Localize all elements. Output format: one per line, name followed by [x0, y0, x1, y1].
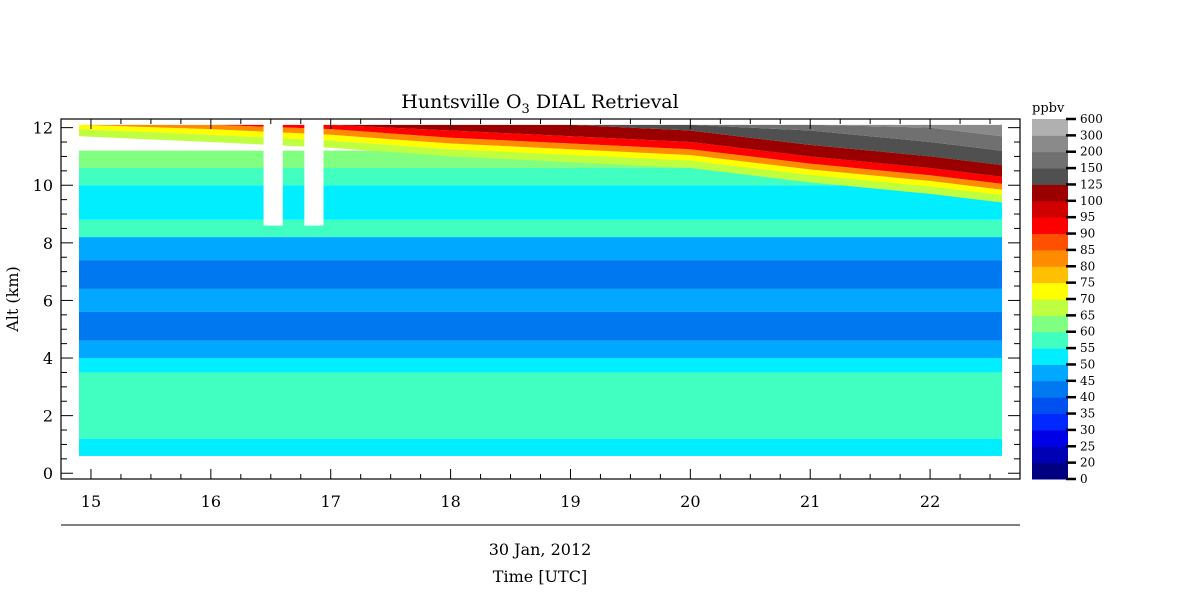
- tropopause-band-3: [79, 124, 1002, 184]
- altitude-layer-1: [78, 407, 1003, 439]
- colorbar-swatch-70: [1032, 282, 1068, 300]
- y-axis: 0 2 4 6 8 10 12: [33, 119, 1020, 483]
- colorbar-swatch-95: [1032, 200, 1068, 218]
- altitude-layer-7: [78, 260, 1003, 289]
- altitude-layer-6: [78, 288, 1003, 312]
- colorbar-label-150: 150: [1080, 161, 1103, 175]
- colorbar-label-65: 65: [1080, 308, 1095, 322]
- colorbar-swatch-100: [1032, 184, 1068, 202]
- colorbar-label-55: 55: [1080, 341, 1095, 355]
- colorbar-swatch-90: [1032, 217, 1068, 235]
- x-tick-label-20: 20: [680, 492, 700, 511]
- tropopause-band-5: [79, 124, 1002, 166]
- colorbar-swatch-50: [1032, 348, 1068, 365]
- colorbar-swatch-65: [1032, 299, 1068, 316]
- x-tick-label-21: 21: [800, 492, 820, 511]
- colorbar-label-0: 0: [1080, 472, 1088, 486]
- colorbar-swatch-25: [1032, 429, 1068, 447]
- data-gap-0: [263, 119, 283, 226]
- y-tick-label-2: 2: [43, 407, 53, 426]
- colorbar-label-85: 85: [1080, 243, 1095, 257]
- y-tick-label-12: 12: [33, 119, 53, 138]
- colorbar-label-125: 125: [1080, 177, 1103, 191]
- x-axis-label: Time [UTC]: [493, 567, 587, 586]
- colorbar-label-50: 50: [1080, 357, 1095, 371]
- x-tick-label-22: 22: [920, 492, 940, 511]
- colorbar-label-70: 70: [1080, 292, 1095, 306]
- colorbar: 0 20 25 30 35 40 45 50 55 60 65 70 75 80 85 90 95 100 125 1…: [1032, 112, 1103, 486]
- chart-title: Huntsville O3 DIAL Retrieval: [401, 91, 678, 117]
- altitude-layer-10: [78, 185, 1003, 220]
- y-axis-label: Alt (km): [3, 266, 22, 333]
- colorbar-label-300: 300: [1080, 128, 1103, 142]
- colorbar-label-600: 600: [1080, 112, 1103, 126]
- x-tick-label-15: 15: [81, 492, 101, 511]
- y-tick-label-6: 6: [43, 291, 53, 310]
- colorbar-swatch-150: [1032, 151, 1068, 169]
- colorbar-swatch-125: [1032, 168, 1068, 185]
- chart-title-subscript: 3: [522, 102, 530, 117]
- altitude-layer-4: [78, 340, 1003, 359]
- y-tick-label-4: 4: [43, 349, 53, 368]
- data-gap-1: [304, 119, 324, 226]
- chart-title-rest: DIAL Retrieval: [530, 91, 679, 113]
- x-axis: 15 16 17 18 19 20 21 22: [81, 119, 991, 511]
- y-tick-label-8: 8: [43, 234, 53, 253]
- altitude-layer-2: [78, 372, 1003, 407]
- colorbar-label-40: 40: [1080, 390, 1095, 404]
- tropopause-band-7: [79, 124, 1002, 137]
- colorbar-swatch-20: [1032, 446, 1068, 464]
- y-tick-label-0: 0: [43, 464, 53, 483]
- x-tick-label-18: 18: [440, 492, 460, 511]
- altitude-layer-5: [78, 311, 1003, 341]
- altitude-layer-3: [78, 358, 1003, 373]
- colorbar-label-35: 35: [1080, 407, 1095, 421]
- altitude-layer-0: [78, 438, 1003, 456]
- altitude-layer-9: [78, 219, 1003, 238]
- tropopause-band-0: [79, 129, 1002, 203]
- colorbar-swatch-300: [1032, 119, 1068, 136]
- colorbar-label-80: 80: [1080, 259, 1095, 273]
- colorbar-swatch-60: [1032, 315, 1068, 333]
- x-tick-label-17: 17: [321, 492, 341, 511]
- colorbar-label-60: 60: [1080, 325, 1095, 339]
- x-tick-label-19: 19: [560, 492, 580, 511]
- colorbar-label-30: 30: [1080, 423, 1095, 437]
- y-tick-label-10: 10: [33, 176, 53, 195]
- colorbar-label-45: 45: [1080, 374, 1095, 388]
- colorbar-swatch-35: [1032, 397, 1068, 415]
- plot-data-area: [61, 119, 1020, 456]
- colorbar-swatch-75: [1032, 266, 1068, 284]
- colorbar-swatch-40: [1032, 380, 1068, 398]
- tropopause-band-6: [79, 124, 1002, 151]
- colorbar-label-95: 95: [1080, 210, 1095, 224]
- colorbar-unit-label: ppbv: [1032, 101, 1065, 116]
- colorbar-swatch-200: [1032, 135, 1068, 153]
- colorbar-swatch-55: [1032, 331, 1068, 349]
- colorbar-swatch-80: [1032, 249, 1068, 267]
- colorbar-label-100: 100: [1080, 194, 1103, 208]
- chart-title-main: Huntsville O: [401, 91, 521, 113]
- colorbar-swatch-30: [1032, 413, 1068, 431]
- colorbar-swatch-85: [1032, 233, 1068, 251]
- tropopause-band-1: [79, 124, 1002, 196]
- colorbar-label-200: 200: [1080, 145, 1103, 159]
- colorbar-label-90: 90: [1080, 227, 1095, 241]
- colorbar-label-20: 20: [1080, 456, 1095, 470]
- tropopause-band-4: [79, 124, 1002, 177]
- x-tick-label-16: 16: [201, 492, 221, 511]
- colorbar-label-25: 25: [1080, 439, 1095, 453]
- altitude-layer-8: [78, 237, 1003, 261]
- colorbar-swatch-0: [1032, 462, 1068, 480]
- colorbar-swatch-45: [1032, 364, 1068, 382]
- colorbar-label-75: 75: [1080, 276, 1095, 290]
- date-label: 30 Jan, 2012: [489, 540, 592, 559]
